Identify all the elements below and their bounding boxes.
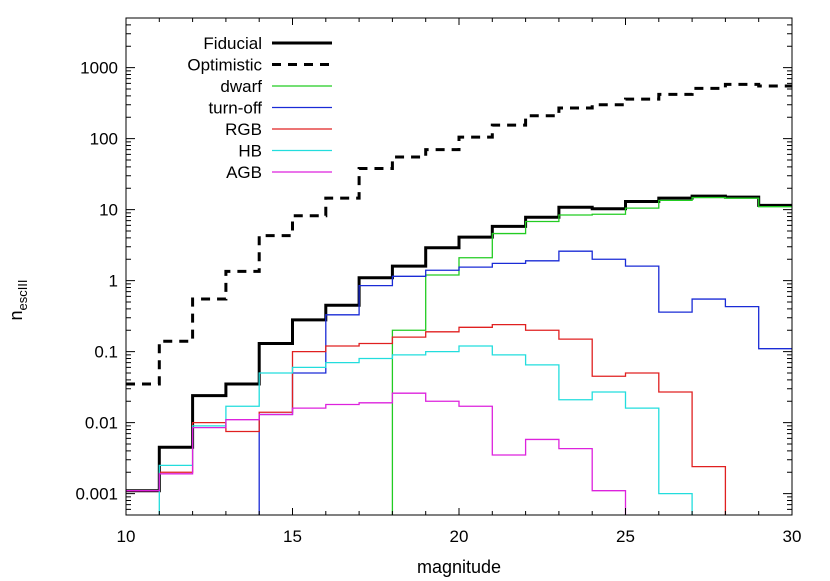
series-rgb-line <box>126 323 727 515</box>
y-axis-title-subscript: escIII <box>15 279 30 310</box>
legend-item: HB <box>238 142 332 161</box>
legend-item: RGB <box>225 120 332 139</box>
x-tick-label: 10 <box>117 527 136 546</box>
x-tick-label: 20 <box>450 527 469 546</box>
series-hb-line <box>158 345 693 515</box>
legend: Fiducial Optimistic dwarf turn-off RGB HB AGB <box>187 34 332 182</box>
x-tick-label: 25 <box>616 527 635 546</box>
legend-item: AGB <box>226 163 332 182</box>
legend-item: dwarf <box>220 77 332 96</box>
series-dwarf-line <box>391 196 792 515</box>
x-tick-label: 15 <box>283 527 302 546</box>
legend-label: Fiducial <box>203 34 262 53</box>
series-agb-line <box>126 392 627 515</box>
x-axis-title: magnitude <box>417 557 501 577</box>
y-axis-title-main: n <box>6 311 26 321</box>
y-tick-label: 100 <box>90 130 118 149</box>
legend-label: turn-off <box>208 99 262 118</box>
legend-label: HB <box>238 142 262 161</box>
legend-label: AGB <box>226 163 262 182</box>
legend-label: dwarf <box>220 77 262 96</box>
y-tick-label: 10 <box>99 201 118 220</box>
y-axis-title: nescIII <box>6 279 30 320</box>
y-tick-label: 1 <box>109 272 118 291</box>
y-tick-label: 0.1 <box>94 343 118 362</box>
y-tick-label: 0.01 <box>85 414 118 433</box>
series-fiducial-line <box>126 194 792 493</box>
series-layer <box>126 82 792 515</box>
tick-layer: 10 15 20 25 30 0.001 0.01 0.1 1 10 100 1000 <box>75 18 801 546</box>
series-optimistic-line <box>126 82 792 386</box>
legend-label: Optimistic <box>187 56 262 75</box>
y-tick-label: 1000 <box>80 59 118 78</box>
legend-item: Fiducial <box>203 34 332 53</box>
legend-item: Optimistic <box>187 56 332 75</box>
series-turn-off-line <box>258 250 792 515</box>
x-tick-label: 30 <box>783 527 802 546</box>
legend-label: RGB <box>225 120 262 139</box>
y-tick-label: 0.001 <box>75 485 118 504</box>
legend-item: turn-off <box>208 99 332 118</box>
